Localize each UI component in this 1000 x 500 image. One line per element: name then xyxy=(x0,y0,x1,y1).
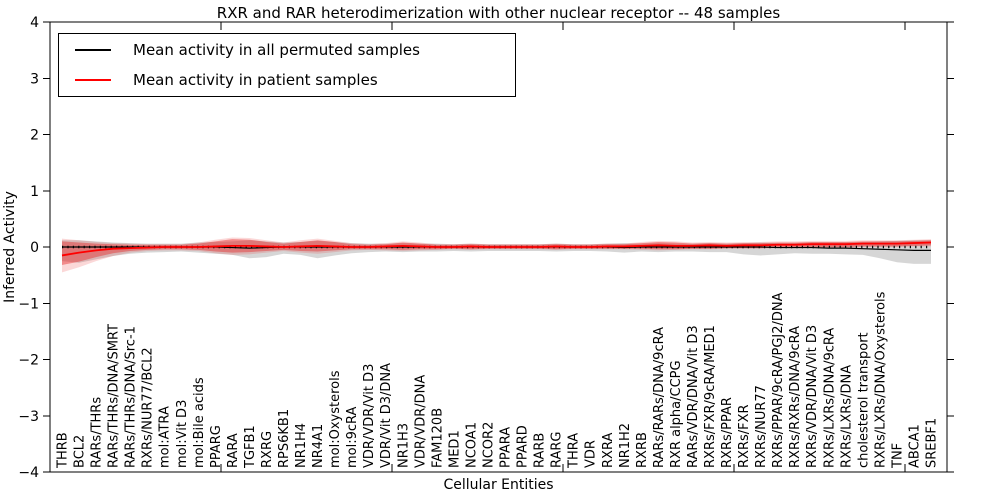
x-category-label: mol:Vit D3 xyxy=(175,400,190,468)
x-category-label: RXRs/NUR77 xyxy=(754,385,769,468)
legend-line-sample-red xyxy=(75,79,111,81)
y-tick-label: 3 xyxy=(30,71,39,87)
legend-label-patient: Mean activity in patient samples xyxy=(133,71,378,89)
legend-entry-permuted: Mean activity in all permuted samples xyxy=(59,36,515,64)
x-category-label: RARs/THRs/DNA/Src-1 xyxy=(124,326,139,468)
x-category-label: RARA xyxy=(226,433,241,468)
x-category-label: RPS6KB1 xyxy=(277,409,292,468)
x-category-label: mol:9cRA xyxy=(345,406,360,468)
legend-entry-patient: Mean activity in patient samples xyxy=(59,66,515,94)
x-category-label: NR1H4 xyxy=(294,423,309,468)
y-tick-label: −1 xyxy=(18,296,39,312)
x-category-label: SREBF1 xyxy=(925,418,940,468)
x-category-label: mol:Bile acids xyxy=(192,377,207,468)
x-category-label: RXRG xyxy=(260,431,275,468)
y-tick-label: −4 xyxy=(18,465,39,481)
x-category-label: RXRs/PPAR/9cRA/PGJ2/DNA xyxy=(771,292,786,468)
x-category-label: RXRA xyxy=(601,433,616,468)
x-category-label: RXRs/FXR xyxy=(737,404,752,468)
x-category-label: THRB xyxy=(56,432,71,469)
x-category-label: mol:Oxysterols xyxy=(328,370,343,468)
y-axis-label: Inferred Activity xyxy=(2,191,18,303)
y-tick-label: 0 xyxy=(30,240,39,256)
x-category-label: NR1H2 xyxy=(618,423,633,468)
x-category-label: cholesterol transport xyxy=(856,332,871,468)
x-category-label: BCL2 xyxy=(73,435,88,468)
x-category-label: VDR/VDR/Vit D3 xyxy=(362,364,377,468)
x-category-label: TGFB1 xyxy=(243,425,258,469)
x-category-label: RXRB xyxy=(635,432,650,468)
x-category-label: NR4A1 xyxy=(311,424,326,468)
legend-line-sample-black xyxy=(75,49,111,51)
x-category-label: RXRs/VDR/DNA/Vit D3 xyxy=(805,325,820,468)
legend-label-permuted: Mean activity in all permuted samples xyxy=(133,41,420,59)
x-category-label: mol:ATRA xyxy=(158,406,173,468)
x-category-label: MED1 xyxy=(447,430,462,468)
y-tick-label: 2 xyxy=(30,128,39,144)
x-category-label: RXRs/LXRs/DNA/Oxysterols xyxy=(873,291,888,468)
y-tick-label: −2 xyxy=(18,353,39,369)
x-category-label: VDR/VDR/DNA xyxy=(413,375,428,468)
x-category-label: RXRs/NUR77/BCL2 xyxy=(141,347,156,468)
x-category-label: VDR xyxy=(584,440,599,468)
x-category-label: RXRs/FXR/9cRA/MED1 xyxy=(703,325,718,468)
x-category-label: PPARG xyxy=(209,425,224,468)
x-category-label: RXRs/LXRs/DNA xyxy=(839,365,854,468)
x-category-label: RARs/THRs/DNA/SMRT xyxy=(107,324,122,468)
x-category-label: RARB xyxy=(533,433,548,468)
y-tick-label: 1 xyxy=(30,184,39,200)
x-category-label: PPARA xyxy=(499,427,514,468)
x-category-label: PPARD xyxy=(516,425,531,468)
y-tick-label: 4 xyxy=(30,15,39,31)
y-tick-label: −3 xyxy=(18,409,39,425)
x-category-label: NCOA1 xyxy=(464,422,479,468)
x-category-label: NCOR2 xyxy=(481,422,496,468)
x-category-label: RARs/THRs xyxy=(90,397,105,468)
x-category-label: RARs/RARs/DNA/9cRA xyxy=(652,327,667,468)
x-category-label: RXRs/PPAR xyxy=(720,397,735,468)
x-axis-label: Cellular Entities xyxy=(443,477,554,493)
x-category-label: RXRs/RXRs/DNA/9cRA xyxy=(788,326,803,468)
x-category-label: RARG xyxy=(550,431,565,468)
patient-mean-line xyxy=(61,241,932,257)
x-category-label: ABCA1 xyxy=(907,424,922,468)
x-category-label: RXR alpha/CCPG xyxy=(669,360,684,468)
x-category-label: TNF xyxy=(890,443,905,469)
x-category-label: FAM120B xyxy=(430,408,445,468)
chart-title: RXR and RAR heterodimerization with othe… xyxy=(216,4,781,22)
x-category-label: RARs/VDR/DNA/Vit D3 xyxy=(686,325,701,468)
x-category-label: RXRs/LXRs/DNA/9cRA xyxy=(822,328,837,468)
x-category-label: VDR/Vit D3/DNA xyxy=(379,363,394,468)
x-category-label: THRA xyxy=(567,433,582,469)
x-category-label: NR1H3 xyxy=(396,423,411,468)
legend-box: Mean activity in all permuted samples Me… xyxy=(58,33,516,97)
